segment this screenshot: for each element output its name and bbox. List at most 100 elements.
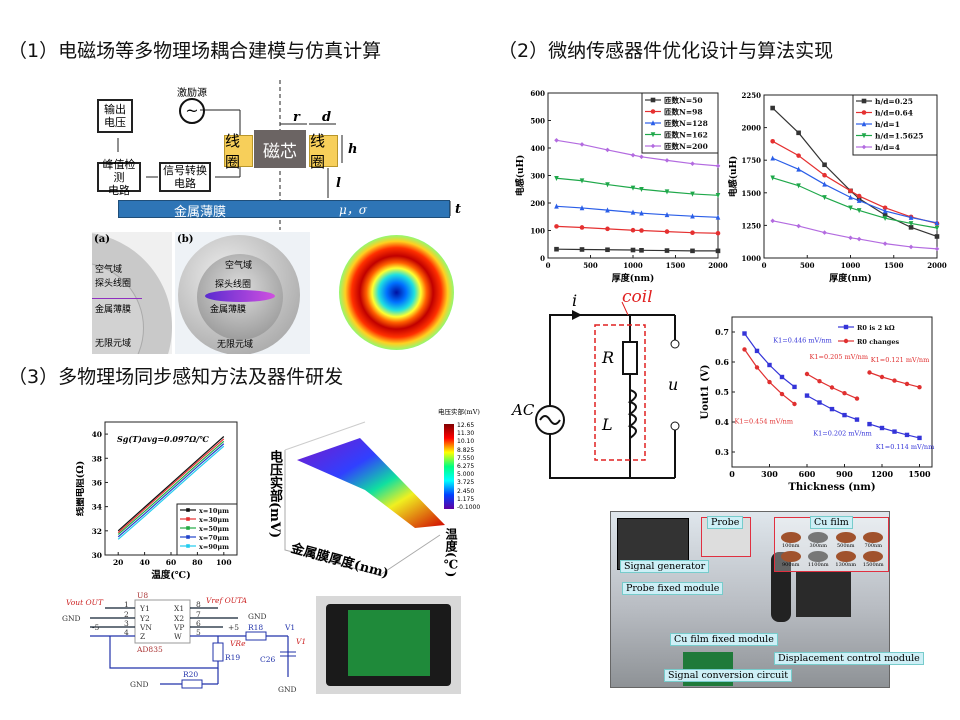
pin-number: 1 (124, 600, 129, 609)
data-point (186, 517, 190, 521)
data-point (554, 246, 559, 252)
data-point (848, 188, 853, 194)
y-axis-label: Uout1 (V) (700, 365, 711, 420)
chip-ref-label: U8 (137, 592, 148, 600)
data-point (842, 391, 847, 396)
annotation: K1=0.454 mV/nm (735, 418, 794, 426)
series-line (772, 140, 938, 225)
pin-label: VP (173, 623, 184, 632)
cu-film-swatch (835, 532, 856, 543)
data-point (934, 234, 940, 239)
data-point (767, 379, 772, 385)
pin-label: W (174, 632, 182, 641)
data-point (882, 215, 888, 222)
x-tick-label: 500 (800, 261, 815, 270)
diagram-lines (117, 80, 451, 230)
sim-image-a: (a) 空气域 探头线圈 金属薄膜 无限元域 (92, 232, 172, 354)
colorbar-tick: 10.10 (457, 438, 475, 446)
legend-label: h/d=1 (875, 120, 900, 129)
pin-number: 6 (196, 619, 201, 628)
peak-detect-box: 峰值检测 电路 (97, 158, 141, 197)
data-point (848, 194, 853, 200)
coil-left: 线圈 (224, 132, 253, 171)
x-tick-label: 80 (192, 558, 202, 567)
pin-label: Y1 (139, 604, 150, 613)
air-label-b: 空气域 (225, 261, 253, 271)
minus5-label: -5 (92, 623, 100, 632)
data-point (856, 193, 862, 199)
y-tick-label: 400 (530, 144, 545, 153)
data-point (792, 401, 797, 407)
colorbar-tick: 11.30 (457, 430, 475, 438)
cu-film-sample: 100nm (777, 532, 805, 549)
data-point (796, 183, 801, 189)
pin-label: Z (140, 632, 145, 641)
colorbar-tick: 3.725 (457, 479, 475, 487)
series-line (117, 438, 225, 534)
data-point (754, 365, 760, 370)
x-tick-label: 40 (139, 558, 149, 567)
d-label: d (322, 110, 332, 125)
cu-film-thickness-label: 1300nm (835, 562, 857, 568)
x-tick-label: 1000 (623, 261, 643, 270)
cu-film-swatch (808, 532, 829, 543)
data-point (822, 162, 827, 168)
chip-name-label: AD835 (136, 645, 163, 654)
signal-convert-box: 信号转换 电路 (159, 162, 211, 192)
data-point (867, 421, 872, 427)
y-tick-label: 0.3 (715, 447, 729, 457)
cu-film-swatch (863, 532, 884, 543)
x-tick-label: 100 (216, 558, 232, 567)
legend-label: 匝数N=162 (664, 130, 708, 140)
data-point (770, 218, 775, 224)
data-point (554, 203, 559, 209)
data-point (650, 97, 656, 103)
y-tick-label: 1750 (742, 156, 762, 165)
data-point (829, 406, 835, 412)
data-point (908, 221, 914, 227)
pin-label: Y2 (139, 614, 150, 623)
data-point (861, 133, 867, 139)
y-tick-label: 1250 (742, 221, 762, 230)
data-point (904, 432, 910, 438)
data-point (770, 175, 775, 181)
y-tick-label: 36 (92, 478, 102, 487)
series-line (117, 440, 225, 535)
source-label: 激励源 (177, 88, 207, 99)
pin-number: 3 (124, 619, 129, 628)
equivalent-circuit: i coil R L AC u (510, 290, 680, 479)
series-line (556, 177, 719, 196)
x-tick-label: 2000 (927, 261, 947, 270)
x-tick-label: 0 (546, 261, 551, 270)
data-point (742, 347, 747, 352)
data-point (639, 248, 644, 253)
cu-film-sample: 900nm (777, 551, 805, 568)
data-point (605, 247, 610, 253)
data-point (856, 208, 862, 214)
y-tick-label: 0.7 (715, 327, 729, 337)
pin-label: X1 (174, 604, 184, 613)
data-point (715, 230, 721, 236)
probe-label: 探头线圈 (95, 279, 132, 289)
data-point (690, 248, 695, 254)
data-point (867, 370, 872, 375)
data-point (186, 544, 190, 548)
r-label: R (601, 348, 614, 367)
cu-film-swatch (863, 551, 884, 562)
v1-net-label: V1 (284, 623, 295, 632)
ac-source-icon: ~ (179, 98, 205, 124)
data-point (879, 425, 885, 431)
sim-image-b: (b) 空气域 探头线圈 金属薄膜 无限元域 (175, 232, 310, 354)
legend-label: 匝数N=128 (664, 118, 708, 128)
magnetic-core: 磁芯 (254, 130, 306, 168)
cu-film-thickness-label: 700nm (864, 543, 882, 549)
data-point (715, 214, 721, 220)
pin-number: 8 (196, 600, 201, 609)
colorbar-tick: 7.550 (457, 454, 475, 462)
y-tick-label: 0.6 (715, 357, 729, 367)
data-point (804, 371, 810, 377)
pin-number: 5 (196, 628, 201, 637)
metal-film-label: 金属薄膜 (174, 205, 227, 220)
data-point (882, 205, 888, 211)
film-label-b: 金属薄膜 (210, 305, 247, 315)
